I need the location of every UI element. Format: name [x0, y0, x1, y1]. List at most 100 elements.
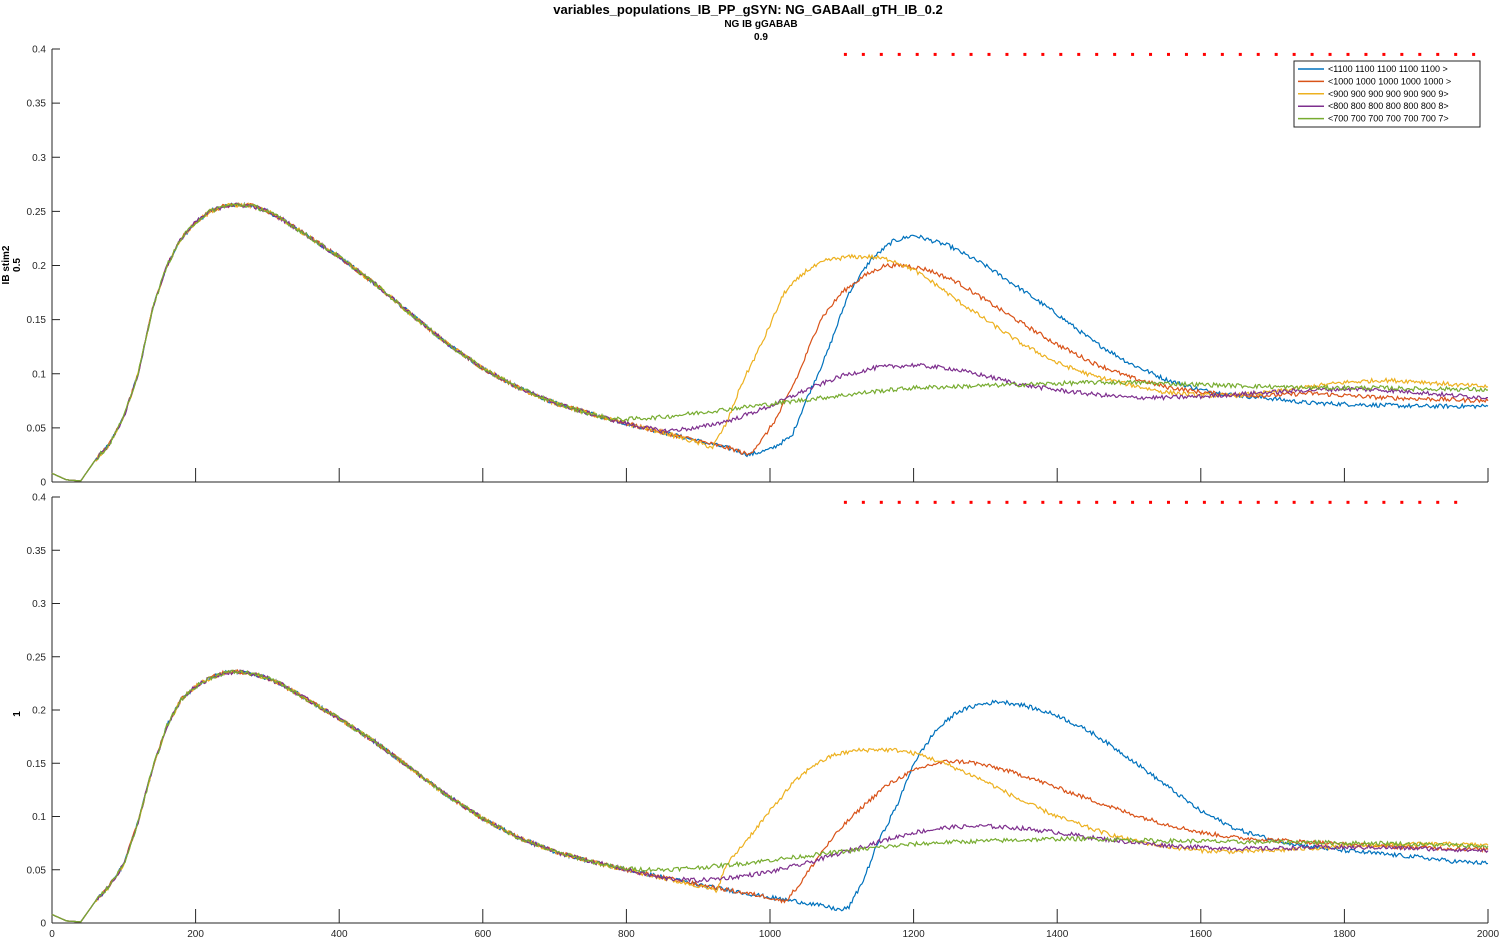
spike-marker [1041, 500, 1045, 504]
bottom-ylabel-line2: 1 [12, 711, 23, 717]
spike-marker [1131, 500, 1135, 504]
series-line-0 [51, 669, 1489, 923]
spike-marker [1059, 500, 1063, 504]
x-tick-label: 200 [187, 929, 204, 938]
spike-marker [1077, 500, 1081, 504]
spike-marker [1041, 52, 1045, 56]
series-line-3 [51, 669, 1489, 923]
series-line-1 [51, 668, 1489, 923]
legend-entry: <1000 1000 1000 1000 1000 > [1328, 76, 1451, 86]
spike-marker [1095, 52, 1099, 56]
series-line-2 [51, 202, 1489, 482]
spike-marker [1418, 500, 1422, 504]
spike-marker [1202, 500, 1206, 504]
y-tick-label: 0.25 [27, 207, 47, 218]
spike-marker [933, 52, 937, 56]
spike-marker [987, 500, 991, 504]
legend-box [1293, 60, 1481, 128]
spike-marker [1149, 500, 1153, 504]
spike-marker [1274, 500, 1278, 504]
spike-marker [951, 500, 955, 504]
spike-marker [1472, 52, 1476, 56]
series-line-4 [51, 203, 1489, 482]
y-tick-label: 0.4 [32, 45, 46, 56]
top-ylabel-line1: IB stim2 [1, 245, 12, 284]
spike-marker [1400, 500, 1404, 504]
spike-marker [843, 500, 847, 504]
y-tick-label: 0 [40, 919, 46, 930]
y-tick-label: 0.3 [32, 599, 46, 610]
y-tick-label: 0.35 [27, 99, 47, 110]
series-line-1 [51, 202, 1489, 482]
spike-marker [1364, 500, 1368, 504]
spike-marker [969, 52, 973, 56]
spike-marker [1436, 500, 1440, 504]
spike-marker [1364, 52, 1368, 56]
spike-marker [1202, 52, 1206, 56]
spike-marker [1454, 500, 1458, 504]
spike-marker [1059, 52, 1063, 56]
spike-marker [933, 500, 937, 504]
x-tick-label: 1200 [902, 929, 925, 938]
spike-marker [1346, 52, 1350, 56]
spike-marker [1238, 52, 1242, 56]
x-tick-label: 1600 [1190, 929, 1213, 938]
top-axes: IB stim2 0.5 0 0.05 0.1 0.15 0.2 0.25 0.3 0.35 0… [1, 45, 1489, 489]
legend-entry: <1100 1100 1100 1100 1100 > [1328, 64, 1448, 74]
spike-marker [1184, 500, 1188, 504]
x-tick-label: 2000 [1477, 929, 1500, 938]
top-ylabel-line2: 0.5 [12, 258, 23, 272]
series-line-2 [51, 669, 1489, 923]
spike-marker [879, 500, 883, 504]
spike-marker [1184, 52, 1188, 56]
spike-marker [1023, 500, 1027, 504]
spike-marker [1382, 500, 1386, 504]
spike-marker [1077, 52, 1081, 56]
y-tick-label: 0.05 [27, 865, 47, 876]
y-tick-label: 0.15 [27, 759, 47, 770]
series-line-3 [51, 202, 1488, 482]
spike-marker [861, 52, 865, 56]
figure-subtitle-line2: 0.9 [754, 32, 768, 43]
y-tick-label: 0.2 [32, 261, 46, 272]
spike-marker [969, 500, 973, 504]
figure-title: variables_populations_IB_PP_gSYN: NG_GAB… [553, 2, 942, 17]
spike-marker [1256, 52, 1260, 56]
legend-entry: <700 700 700 700 700 700 7> [1328, 114, 1449, 124]
y-tick-label: 0.35 [27, 546, 47, 557]
y-tick-label: 0.1 [32, 369, 46, 380]
x-tick-label: 400 [331, 929, 348, 938]
spike-marker [987, 52, 991, 56]
spike-marker [1113, 52, 1117, 56]
x-tick-label: 1800 [1333, 929, 1356, 938]
figure-subtitle-line1: NG IB gGABAB [724, 19, 797, 30]
series-line-0 [51, 201, 1489, 482]
spike-marker [1310, 52, 1314, 56]
spike-marker [951, 52, 955, 56]
y-tick-label: 0 [40, 478, 46, 489]
x-tick-label: 600 [474, 929, 491, 938]
legend-entry: <900 900 900 900 900 900 9> [1328, 89, 1449, 99]
y-tick-label: 0.05 [27, 423, 47, 434]
spike-marker [1436, 52, 1440, 56]
spike-marker [1292, 500, 1296, 504]
spike-marker [897, 52, 901, 56]
x-tick-label: 800 [618, 929, 635, 938]
spike-marker [897, 500, 901, 504]
y-tick-label: 0.15 [27, 315, 47, 326]
spike-marker [1023, 52, 1027, 56]
spike-marker [1005, 52, 1009, 56]
spike-marker [1274, 52, 1278, 56]
legend: <1100 1100 1100 1100 1100 > <1000 1000 10… [1293, 60, 1481, 128]
spike-marker [1166, 52, 1170, 56]
bottom-axes: 1 0 0.05 0.1 0.15 0.2 0.25 0.3 0.35 0.4 0 200 400 60… [12, 493, 1500, 938]
spike-marker [1095, 500, 1099, 504]
y-tick-label: 0.3 [32, 153, 46, 164]
spike-marker [1328, 52, 1332, 56]
y-tick-label: 0.4 [32, 493, 46, 504]
spike-marker [1328, 500, 1332, 504]
x-tick-label: 1400 [1046, 929, 1069, 938]
spike-marker [1166, 500, 1170, 504]
spike-marker [915, 500, 919, 504]
